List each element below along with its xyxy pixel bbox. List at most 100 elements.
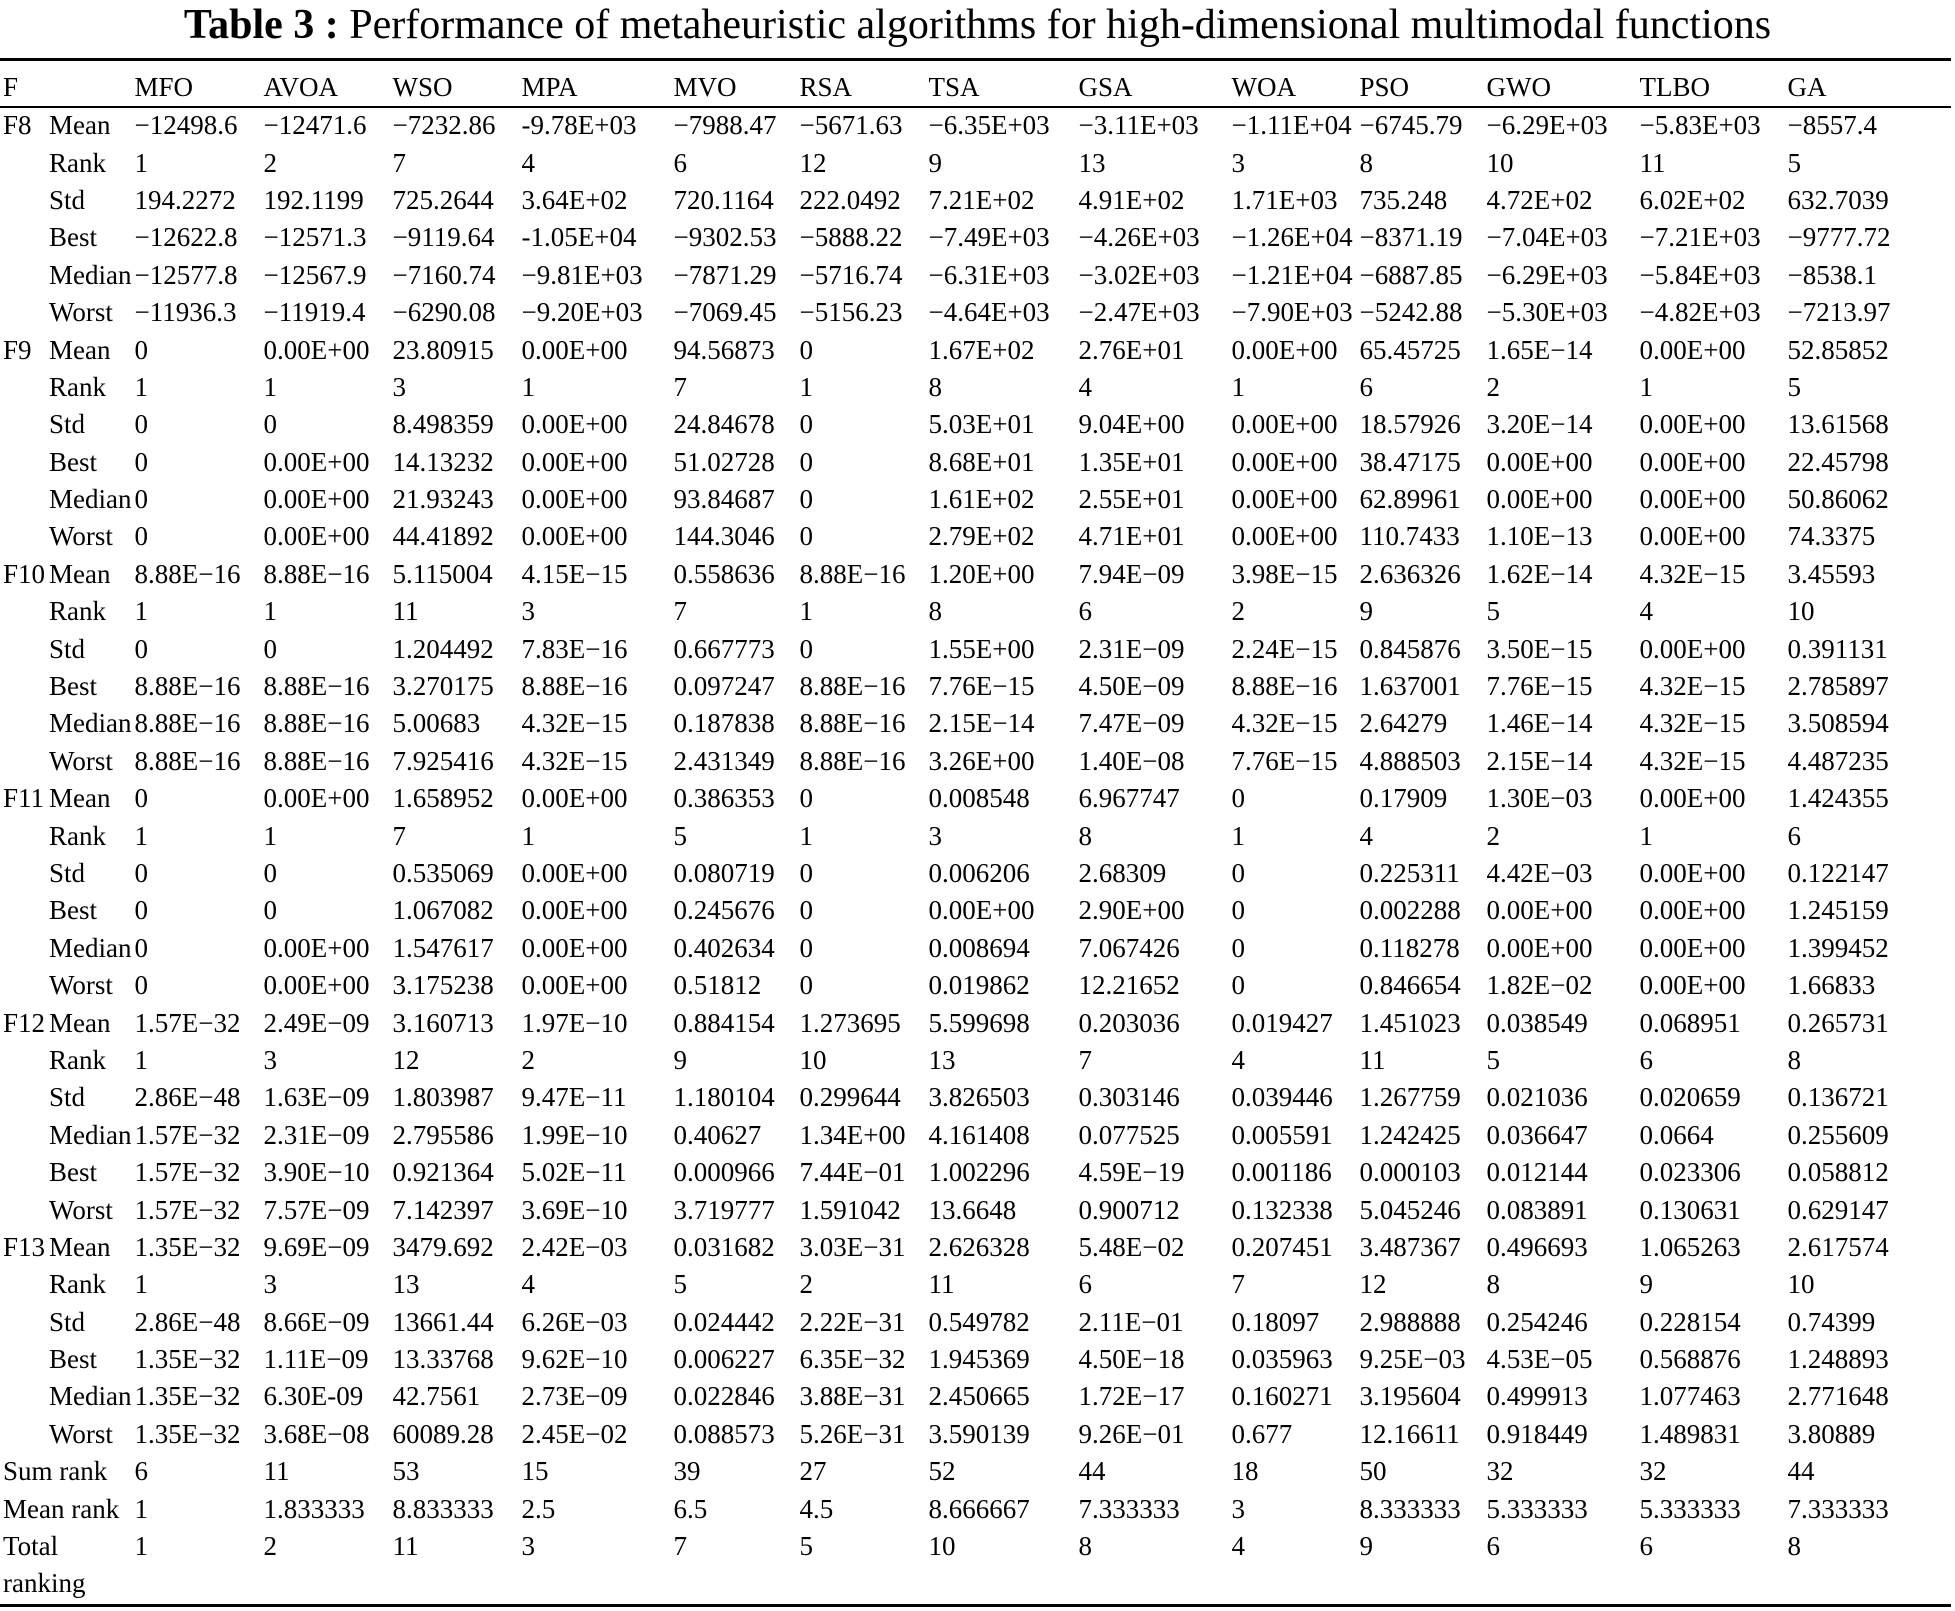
value-cell: 0 bbox=[1231, 932, 1245, 963]
value-cell: 0.00E+00 bbox=[263, 783, 370, 814]
value-cell: 0 bbox=[799, 484, 813, 515]
value-cell: 50.86062 bbox=[1787, 484, 1889, 515]
summary-value: 1 bbox=[134, 1493, 148, 1524]
header-f: F bbox=[3, 72, 19, 102]
value-cell: 1.71E+03 bbox=[1231, 184, 1338, 215]
table-row: F9 Mean 0 0.00E+00 23.80915 0.00E+00 94.56873 0… bbox=[0, 331, 1890, 368]
value-cell: 4.32E−15 bbox=[1639, 708, 1746, 739]
value-cell: 3.03E−31 bbox=[799, 1231, 906, 1262]
summary-value: 5 bbox=[799, 1530, 813, 1561]
value-cell: 0.035963 bbox=[1231, 1344, 1333, 1375]
value-cell: 6.26E−03 bbox=[521, 1306, 628, 1337]
value-cell: 0.130631 bbox=[1639, 1194, 1741, 1225]
value-cell: 0.019427 bbox=[1231, 1007, 1333, 1038]
value-cell: 1 bbox=[134, 1269, 148, 1300]
value-cell: 0.080719 bbox=[673, 858, 775, 888]
value-cell: 4.32E−15 bbox=[1639, 745, 1746, 776]
function-label-empty bbox=[0, 1378, 46, 1415]
value-cell: 0.207451 bbox=[1231, 1231, 1333, 1262]
value-cell: 1.273695 bbox=[799, 1007, 901, 1038]
value-cell: 0.00E+00 bbox=[1639, 932, 1746, 963]
function-label-empty bbox=[0, 481, 46, 518]
value-cell: 0.00E+00 bbox=[1639, 409, 1746, 440]
summary-value: 11 bbox=[392, 1530, 419, 1561]
value-cell: 7.83E−16 bbox=[521, 633, 628, 664]
value-cell: 0.039446 bbox=[1231, 1082, 1333, 1113]
value-cell: 7.76E−15 bbox=[928, 671, 1035, 702]
value-cell: 4.32E−15 bbox=[1639, 558, 1746, 589]
value-cell: −4.82E+03 bbox=[1639, 297, 1761, 328]
value-cell: 0.17909 bbox=[1359, 783, 1448, 814]
value-cell: 2.431349 bbox=[673, 745, 775, 776]
value-cell: 3.50E−15 bbox=[1486, 633, 1593, 664]
value-cell: 2.15E−14 bbox=[1486, 745, 1593, 776]
stat-label: Std bbox=[49, 1306, 86, 1337]
value-cell: 0.097247 bbox=[673, 671, 775, 702]
value-cell: 0.036647 bbox=[1486, 1119, 1588, 1150]
value-cell: 3.90E−10 bbox=[263, 1157, 370, 1188]
value-cell: 0.00E+00 bbox=[521, 783, 628, 814]
value-cell: 110.7433 bbox=[1359, 521, 1460, 552]
value-cell: 1 bbox=[263, 371, 277, 402]
value-cell: 1.267759 bbox=[1359, 1082, 1461, 1113]
value-cell: 0.00E+00 bbox=[1231, 446, 1338, 477]
function-label-empty bbox=[0, 630, 46, 667]
table-row: F12 Mean 1.57E−32 2.49E−09 3.160713 1.97E−10 0… bbox=[0, 1004, 1890, 1041]
summary-value: 8.666667 bbox=[928, 1493, 1030, 1524]
summary-value: 7 bbox=[673, 1530, 687, 1561]
stat-label: Std bbox=[49, 633, 86, 664]
value-cell: 0.132338 bbox=[1231, 1194, 1333, 1225]
value-cell: 9.25E−03 bbox=[1359, 1344, 1466, 1375]
value-cell: 0.00E+00 bbox=[263, 932, 370, 963]
function-label-empty bbox=[0, 294, 46, 331]
value-cell: 1.35E+01 bbox=[1078, 446, 1185, 477]
value-cell: 1.66833 bbox=[1787, 970, 1876, 1001]
value-cell: 0.020659 bbox=[1639, 1082, 1741, 1113]
value-cell: 11 bbox=[928, 1269, 955, 1300]
value-cell: 1.99E−10 bbox=[521, 1119, 628, 1150]
value-cell: 44.41892 bbox=[392, 521, 494, 552]
value-cell: 9.04E+00 bbox=[1078, 409, 1185, 440]
value-cell: 0.005591 bbox=[1231, 1119, 1333, 1150]
value-cell: 0.00E+00 bbox=[521, 858, 628, 888]
value-cell: 2.90E+00 bbox=[1078, 895, 1185, 926]
value-cell: 7.44E−01 bbox=[799, 1157, 906, 1188]
value-cell: 0.00E+00 bbox=[1639, 633, 1746, 664]
value-cell: 0 bbox=[134, 895, 148, 926]
value-cell: 0.00E+00 bbox=[1639, 970, 1746, 1001]
value-cell: 0.031682 bbox=[673, 1231, 775, 1262]
function-label-empty bbox=[0, 967, 46, 1004]
value-cell: 0.00E+00 bbox=[1639, 783, 1746, 814]
stat-label: Median bbox=[49, 708, 132, 739]
value-cell: 0 bbox=[263, 895, 277, 926]
value-cell: 0 bbox=[799, 521, 813, 552]
value-cell: 11 bbox=[1639, 147, 1666, 178]
value-cell: 3.175238 bbox=[392, 970, 494, 1001]
value-cell: 5.045246 bbox=[1359, 1194, 1461, 1225]
value-cell: 3.64E+02 bbox=[521, 184, 628, 215]
value-cell: 3.88E−31 bbox=[799, 1381, 906, 1412]
value-cell: 0.024442 bbox=[673, 1306, 775, 1337]
value-cell: 1.61E+02 bbox=[928, 484, 1035, 515]
value-cell: 0.0664 bbox=[1639, 1119, 1714, 1150]
value-cell: 1.180104 bbox=[673, 1082, 775, 1113]
value-cell: −12498.6 bbox=[134, 110, 238, 141]
value-cell: −6.29E+03 bbox=[1486, 110, 1608, 141]
table-caption: Table 3 : Performance of metaheuristic a… bbox=[0, 0, 1955, 50]
table-row: Best 1.35E−32 1.11E−09 13.33768 9.62E−10 0.00… bbox=[0, 1341, 1890, 1378]
value-cell: 0 bbox=[1231, 970, 1245, 1001]
value-cell: 5.26E−31 bbox=[799, 1418, 906, 1449]
value-cell: 0 bbox=[799, 446, 813, 477]
value-cell: 1.57E−32 bbox=[134, 1119, 241, 1150]
value-cell: 0 bbox=[134, 633, 148, 664]
table-row: Worst 0 0.00E+00 3.175238 0.00E+00 0.51812 0 0.… bbox=[0, 967, 1890, 1004]
value-cell: 2.42E−03 bbox=[521, 1231, 628, 1262]
value-cell: 10 bbox=[1787, 1269, 1815, 1300]
table-row: Std 194.2272 192.1199 725.2644 3.64E+02 720.1… bbox=[0, 182, 1890, 219]
value-cell: 8 bbox=[928, 371, 942, 402]
value-cell: 7 bbox=[392, 147, 406, 178]
value-cell: 0.74399 bbox=[1787, 1306, 1876, 1337]
value-cell: 4.59E−19 bbox=[1078, 1157, 1185, 1188]
value-cell: 8.88E−16 bbox=[134, 745, 241, 776]
function-label-empty bbox=[0, 817, 46, 854]
